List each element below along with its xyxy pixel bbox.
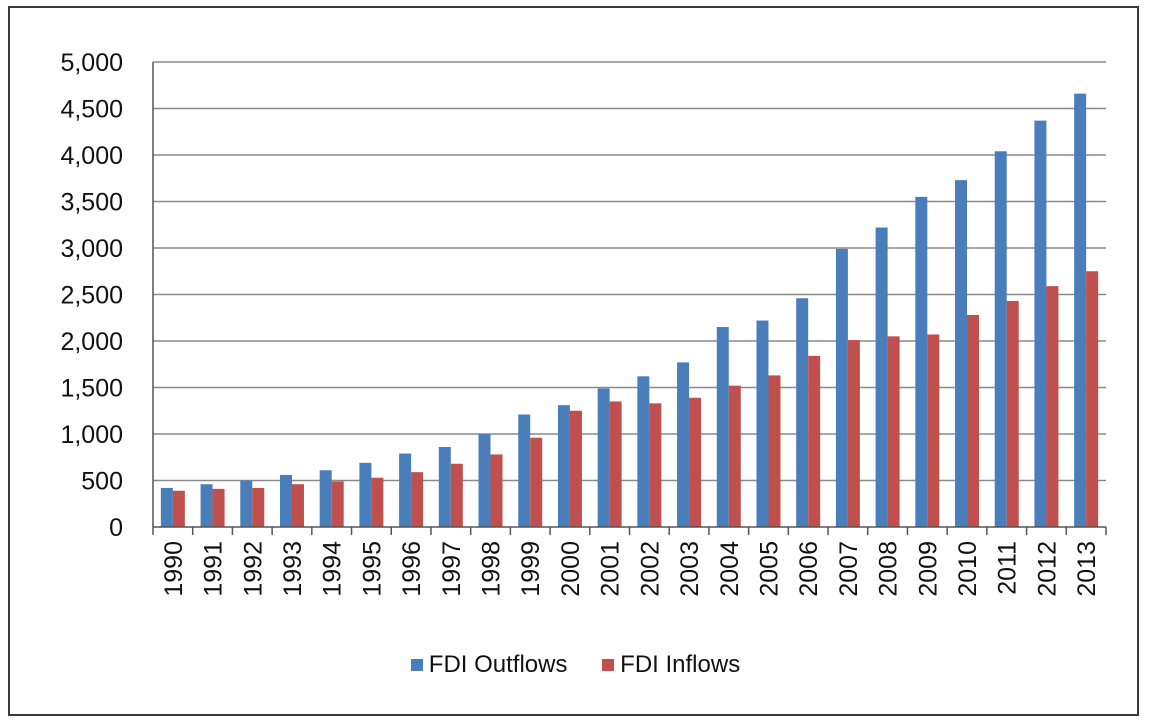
- y-tick-label: 3,000: [60, 235, 123, 263]
- legend-label-outflows: FDI Outflows: [428, 651, 568, 678]
- x-tick-label: 1994: [319, 541, 347, 597]
- y-axis: 0 500 1,000 1,500 2,000 2,500 3,000 3,500 4,000 4…: [60, 49, 154, 542]
- bar-inflows: [569, 410, 582, 527]
- x-tick-label: 2006: [795, 541, 823, 597]
- x-tick-label: 2007: [835, 541, 863, 597]
- bar-outflows: [399, 453, 412, 527]
- legend-item-outflows: FDI Outflows: [410, 651, 568, 679]
- y-tick-label: 5,000: [60, 49, 123, 77]
- y-tick-label: 2,000: [60, 328, 123, 356]
- y-tick-label: 1,000: [60, 421, 123, 449]
- bar-outflows: [438, 447, 451, 527]
- bar-inflows: [252, 487, 265, 527]
- y-tick-label: 500: [81, 468, 123, 496]
- bar-outflows: [279, 474, 292, 527]
- bar-outflows: [716, 327, 729, 527]
- bar-inflows: [768, 375, 781, 527]
- bar-outflows: [994, 151, 1007, 527]
- x-tick-label: 2009: [914, 541, 942, 597]
- bar-inflows: [649, 403, 662, 527]
- x-tick-label: 1992: [239, 541, 267, 597]
- gridlines: [153, 61, 1106, 482]
- bar-inflows: [689, 397, 702, 527]
- bars: [160, 93, 1099, 528]
- bar-inflows: [847, 340, 860, 527]
- bar-inflows: [450, 463, 463, 527]
- bar-outflows: [359, 462, 372, 527]
- bar-inflows: [490, 454, 503, 527]
- x-tick-label: 2004: [716, 541, 744, 597]
- bar-inflows: [1006, 301, 1019, 527]
- bar-outflows: [637, 376, 650, 527]
- bar-inflows: [609, 401, 622, 527]
- bar-inflows: [291, 484, 304, 527]
- x-tick-label: 2001: [597, 541, 625, 597]
- x-tick-label: 1993: [279, 541, 307, 597]
- bar-outflows: [478, 434, 491, 527]
- bar-inflows: [887, 336, 900, 527]
- bar-inflows: [530, 437, 543, 527]
- x-tick-label: 2005: [755, 541, 783, 597]
- bar-outflows: [1034, 120, 1047, 527]
- x-tick-label: 2011: [994, 541, 1022, 595]
- x-tick-label: 2008: [875, 541, 903, 597]
- chart-frame: [8, 6, 1139, 716]
- x-tick-label: 2002: [636, 541, 664, 597]
- bar-outflows: [557, 405, 570, 527]
- y-tick-label: 1,500: [60, 375, 123, 403]
- x-tick-label: 1991: [200, 541, 228, 597]
- legend-item-inflows: FDI Inflows: [602, 651, 740, 679]
- bar-outflows: [915, 196, 928, 527]
- bar-outflows: [875, 227, 888, 528]
- bar-inflows: [967, 314, 980, 527]
- bar-inflows: [1086, 271, 1099, 527]
- bar-outflows: [319, 470, 332, 527]
- x-tick-label: 1996: [398, 541, 426, 597]
- x-tick-label: 2010: [954, 541, 982, 597]
- bar-outflows: [160, 487, 173, 527]
- bar-outflows: [518, 414, 531, 527]
- legend: FDI Outflows FDI Inflows: [0, 650, 1151, 679]
- bar-outflows: [835, 248, 848, 527]
- bar-inflows: [212, 488, 225, 527]
- y-tick-label: 3,500: [60, 189, 123, 217]
- x-tick-label: 2013: [1073, 541, 1101, 597]
- bar-inflows: [331, 481, 344, 527]
- bar-outflows: [1074, 93, 1087, 528]
- bar-outflows: [955, 180, 968, 528]
- bar-inflows: [728, 385, 741, 527]
- bar-inflows: [808, 355, 821, 527]
- y-tick-label: 0: [109, 514, 123, 542]
- bar-outflows: [756, 320, 769, 527]
- bar-inflows: [172, 490, 185, 527]
- bar-outflows: [796, 298, 809, 527]
- bar-outflows: [677, 362, 690, 527]
- x-tick-label: 1998: [478, 541, 506, 597]
- bar-inflows: [411, 472, 424, 527]
- y-tick-label: 4,500: [60, 96, 123, 124]
- bar-outflows: [240, 480, 253, 527]
- bar-inflows: [371, 477, 384, 527]
- x-tick-label: 1995: [358, 541, 386, 597]
- legend-swatch-outflows: [410, 659, 423, 671]
- bar-inflows: [1046, 286, 1059, 527]
- x-tick-label: 1997: [438, 541, 466, 597]
- x-tick-label: 2003: [676, 541, 704, 597]
- y-tick-label: 2,500: [60, 282, 123, 310]
- legend-label-inflows: FDI Inflows: [620, 651, 741, 678]
- bar-inflows: [927, 334, 940, 527]
- x-tick-label: 2012: [1033, 541, 1061, 597]
- x-tick-label: 2000: [557, 541, 585, 597]
- x-axis: 1990 1991 1992 1993 1994 1995 1996 1997 1998 1999…: [152, 526, 1107, 597]
- x-tick-label: 1999: [517, 541, 545, 597]
- bar-outflows: [200, 484, 213, 527]
- y-tick-label: 4,000: [60, 142, 123, 170]
- legend-swatch-inflows: [602, 659, 615, 671]
- bar-outflows: [597, 388, 610, 527]
- x-tick-label: 1990: [160, 541, 188, 597]
